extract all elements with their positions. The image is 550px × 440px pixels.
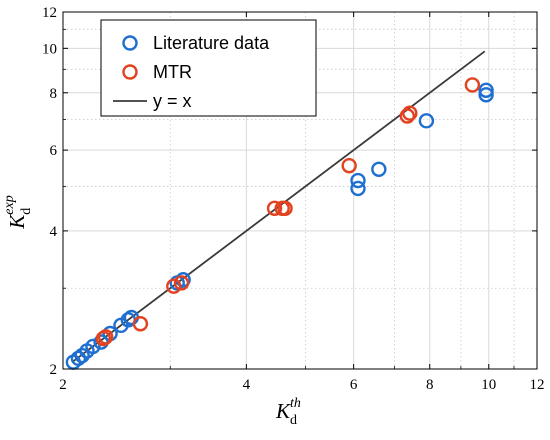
plot-area [65, 50, 494, 370]
legend-marker-mtr [122, 64, 138, 80]
data-point-mtr [166, 278, 182, 294]
data-point-literature-data [74, 347, 90, 364]
x-tick-label: 8 [426, 377, 434, 393]
x-tick-label: 4 [243, 377, 251, 393]
x-axis-label: Kdth [275, 396, 301, 428]
data-point-mtr [399, 108, 416, 124]
axes-ticks: 2 4 6 8 10 12 2 4 6 8 10 12 [42, 5, 545, 393]
data-point-literature-data [350, 172, 366, 189]
data-point-literature-data [478, 87, 494, 103]
x-tick-label: 2 [59, 377, 67, 393]
data-point-mtr [266, 200, 283, 217]
data-point-literature-data [70, 350, 87, 367]
y-tick-label: 6 [50, 143, 58, 159]
data-point-literature-data [85, 338, 101, 355]
y-tick-label: 8 [50, 86, 58, 102]
data-point-mtr [277, 200, 293, 217]
legend-marker-literature-data [122, 35, 138, 51]
data-point-mtr [341, 157, 357, 174]
y-tick-label: 10 [42, 41, 57, 57]
legend-label-mtr: MTR [153, 62, 192, 82]
y-tick-label: 2 [50, 362, 58, 378]
data-point-literature-data [371, 161, 387, 177]
x-tick-label: 12 [530, 377, 545, 393]
data-point-literature-data [478, 82, 494, 99]
data-point-mtr [97, 329, 114, 345]
data-point-mtr [464, 77, 481, 93]
legend: Literature data MTR y = x [100, 19, 317, 117]
legend-label-y-equals-x: y = x [153, 91, 192, 111]
legend-box [100, 19, 317, 117]
data-point-literature-data [418, 113, 435, 129]
plot-frame [62, 11, 538, 370]
data-point-mtr [173, 275, 190, 291]
legend-label-literature-data: Literature data [153, 33, 270, 53]
y-axis-label: Kdexp [2, 195, 34, 229]
data-point-mtr [95, 330, 112, 347]
data-point-mtr [132, 316, 149, 332]
x-tick-label: 6 [350, 377, 358, 393]
y-tick-label: 4 [50, 224, 58, 240]
y-tick-label: 12 [42, 5, 57, 21]
x-tick-label: 10 [481, 377, 496, 393]
data-point-mtr [402, 105, 418, 121]
data-point-literature-data [350, 180, 366, 197]
